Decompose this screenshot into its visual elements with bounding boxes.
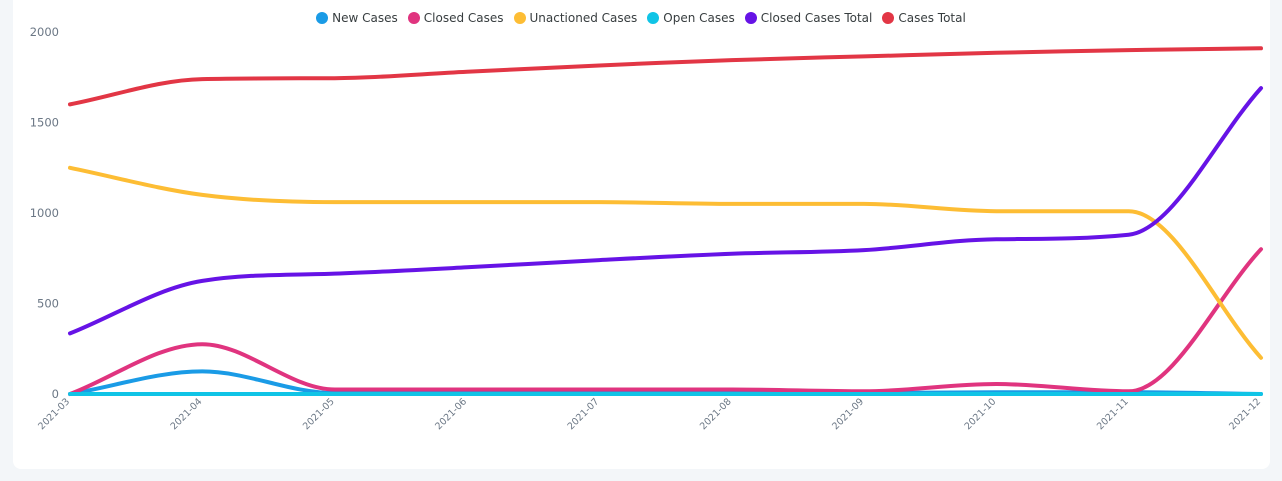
x-tick-label-2021-10: 2021-10 bbox=[963, 396, 999, 432]
y-tick-label-0: 0 bbox=[52, 387, 59, 401]
legend-item-open-cases[interactable]: Open Cases bbox=[647, 11, 735, 25]
legend-label-unactioned-cases: Unactioned Cases bbox=[529, 11, 638, 25]
legend-label-closed-cases-total: Closed Cases Total bbox=[760, 11, 873, 25]
series-line-cases-total bbox=[68, 46, 1263, 107]
x-tick-label-2021-11: 2021-11 bbox=[1095, 396, 1131, 432]
x-tick-label-2021-09: 2021-09 bbox=[830, 396, 866, 432]
legend-item-closed-cases-total[interactable]: Closed Cases Total bbox=[744, 11, 873, 25]
legend-marker-new-cases bbox=[316, 12, 329, 24]
series-line-closed-cases bbox=[68, 247, 1263, 396]
series-line-closed-cases-total bbox=[68, 86, 1263, 336]
legend-marker-cases-total bbox=[882, 12, 895, 24]
legend-marker-closed-cases bbox=[407, 12, 420, 24]
legend-label-open-cases: Open Cases bbox=[663, 11, 735, 25]
legend-item-closed-cases[interactable]: Closed Cases bbox=[407, 11, 504, 25]
y-tick-label-2000: 2000 bbox=[30, 25, 59, 39]
x-tick-label-2021-07: 2021-07 bbox=[566, 396, 602, 432]
legend-item-unactioned-cases[interactable]: Unactioned Cases bbox=[513, 11, 638, 25]
legend-marker-unactioned-cases bbox=[513, 12, 526, 24]
y-tick-label-1500: 1500 bbox=[30, 116, 59, 130]
y-tick-label-1000: 1000 bbox=[30, 206, 59, 220]
x-tick-label-2021-03: 2021-03 bbox=[36, 396, 72, 432]
legend-label-new-cases: New Cases bbox=[332, 11, 398, 25]
x-tick-label-2021-12: 2021-12 bbox=[1227, 396, 1263, 432]
chart-legend: New Cases Closed Cases Unactioned Cases … bbox=[0, 11, 1282, 25]
x-tick-label-2021-05: 2021-05 bbox=[301, 396, 337, 432]
y-tick-label-500: 500 bbox=[37, 297, 59, 311]
x-tick-label-2021-04: 2021-04 bbox=[169, 396, 205, 432]
x-tick-label-2021-08: 2021-08 bbox=[698, 396, 734, 432]
legend-item-cases-total[interactable]: Cases Total bbox=[882, 11, 966, 25]
x-tick-label-2021-06: 2021-06 bbox=[433, 396, 469, 432]
legend-label-closed-cases: Closed Cases bbox=[423, 11, 504, 25]
legend-label-cases-total: Cases Total bbox=[898, 11, 966, 25]
legend-item-new-cases[interactable]: New Cases bbox=[316, 11, 398, 25]
legend-marker-open-cases bbox=[647, 12, 660, 24]
legend-marker-closed-cases-total bbox=[744, 12, 757, 24]
series-line-unactioned-cases bbox=[68, 165, 1263, 360]
